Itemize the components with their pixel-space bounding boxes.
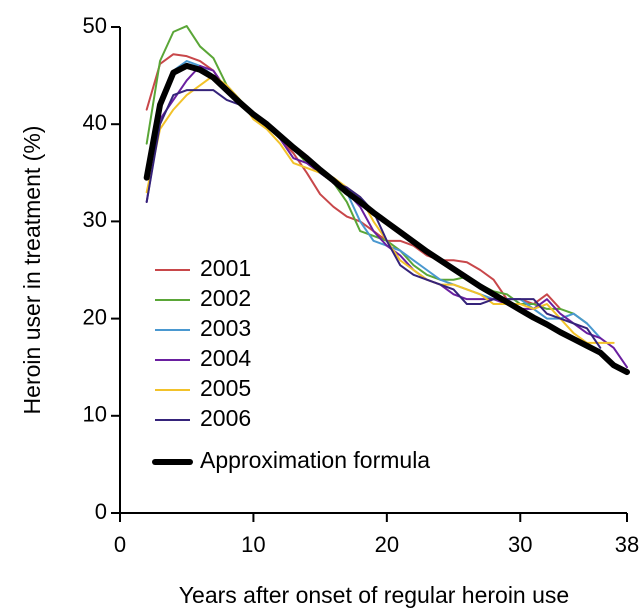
- y-tick-label: 20: [83, 304, 107, 329]
- series-line: [143, 62, 630, 376]
- x-tick-label: 10: [241, 532, 265, 557]
- legend-label: Approximation formula: [200, 447, 430, 473]
- legend-label: 2001: [200, 255, 251, 281]
- y-tick-label: 50: [83, 13, 107, 38]
- y-tick-label: 0: [95, 499, 107, 524]
- x-tick-label: 38: [615, 532, 639, 557]
- legend-label: 2003: [200, 315, 251, 341]
- x-tick-label: 20: [375, 532, 399, 557]
- y-tick-label: 10: [83, 402, 107, 427]
- y-tick-label: 40: [83, 110, 107, 135]
- legend-label: 2005: [200, 375, 251, 401]
- legend-label: 2006: [200, 405, 251, 431]
- legend-label: 2002: [200, 285, 251, 311]
- x-tick-label: 0: [114, 532, 126, 557]
- x-axis-title: Years after onset of regular heroin use: [179, 582, 569, 608]
- legend-label: 2004: [200, 345, 251, 371]
- y-tick-label: 30: [83, 207, 107, 232]
- series-line: [145, 74, 615, 344]
- x-tick-label: 30: [508, 532, 532, 557]
- y-axis-title: Heroin user in treatment (%): [19, 126, 45, 415]
